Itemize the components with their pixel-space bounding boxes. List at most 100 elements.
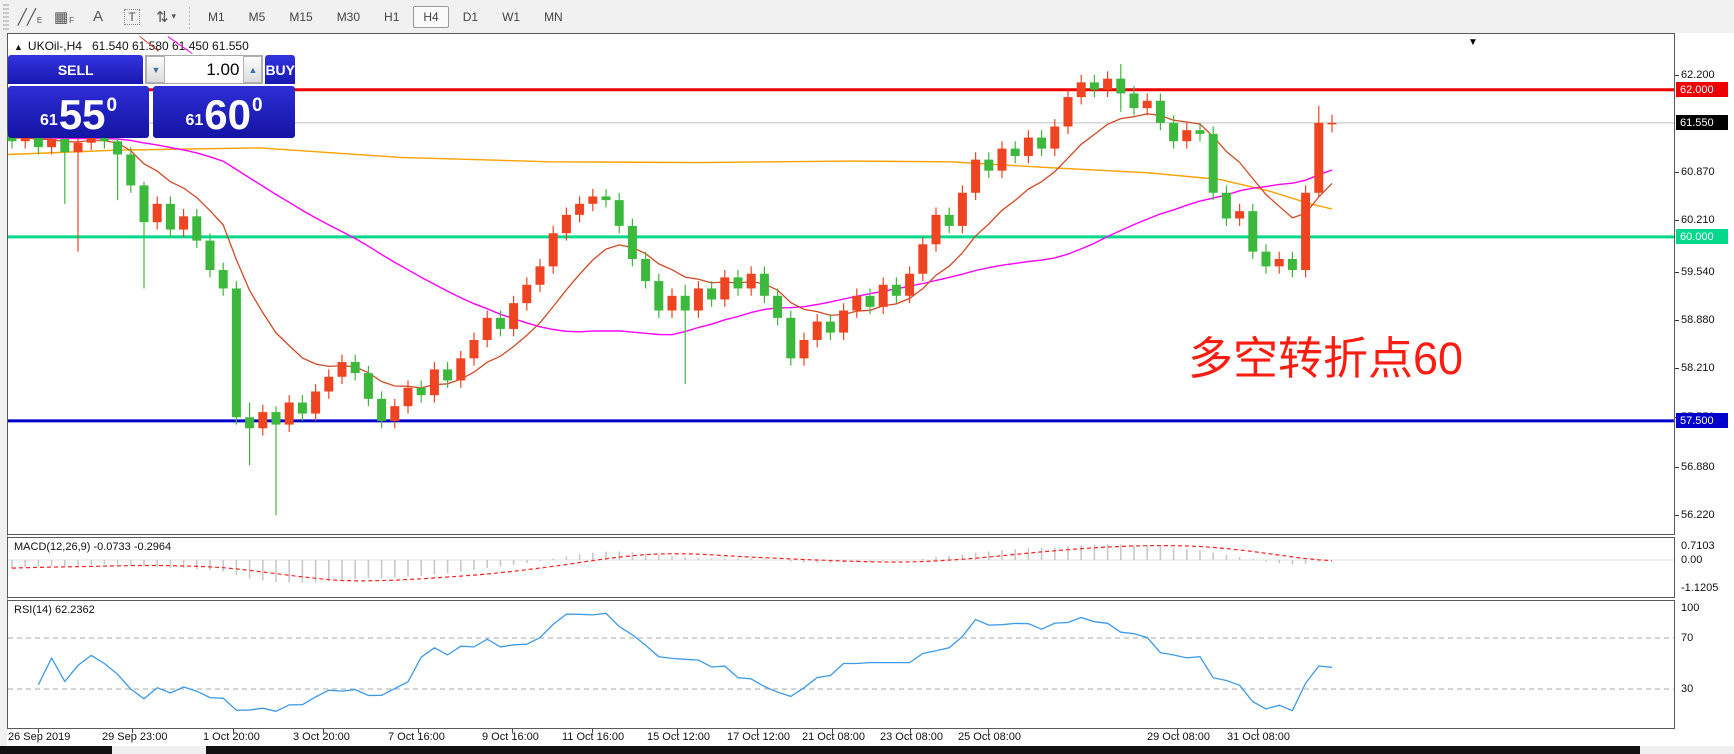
price-axis-label: 56.880: [1681, 461, 1715, 473]
time-axis-label: 31 Oct 08:00: [1227, 731, 1290, 743]
time-axis-tick: [323, 729, 324, 733]
sell-price-button[interactable]: 61 55 0: [8, 86, 149, 138]
price-tick-dash: [1675, 220, 1679, 221]
rsi-axis-label: 100: [1681, 602, 1700, 614]
time-axis-label: 15 Oct 12:00: [647, 731, 710, 743]
price-axis-label: 58.210: [1681, 362, 1715, 374]
time-axis-tick: [512, 729, 513, 733]
font-icon[interactable]: A: [92, 8, 103, 25]
rsi-axis-label: 30: [1681, 683, 1694, 695]
draw-objects-icon[interactable]: ╱╱ E: [17, 8, 43, 26]
time-axis-tick: [677, 729, 678, 733]
macd-axis-label: -1.1205: [1681, 582, 1719, 594]
time-axis-label: 3 Oct 20:00: [293, 731, 350, 743]
toolbar-icons: ╱╱ E ▦ F A T ⇅ ▾: [13, 5, 183, 29]
timeframe-m1[interactable]: M1: [208, 9, 225, 24]
time-axis-tick: [233, 729, 234, 733]
price-tick-dash: [1675, 272, 1679, 273]
price-axis-label: 59.540: [1681, 266, 1715, 278]
taskbar-strip: [206, 746, 1640, 754]
taskbar-strip: [0, 746, 112, 754]
time-axis-label: 1 Oct 20:00: [203, 731, 260, 743]
toolbar: ╱╱ E ▦ F A T ⇅ ▾ M1 M5 M15 M30 H1 H4 D1 W1 MN: [0, 0, 1734, 34]
timeframe-d1[interactable]: D1: [462, 9, 479, 24]
collapse-panel-icon[interactable]: ▲: [14, 42, 23, 52]
buy-price-prefix: 61: [185, 112, 204, 129]
time-axis-tick: [988, 729, 989, 733]
rsi-axis-label: 70: [1681, 632, 1694, 644]
price-tick-dash: [1675, 467, 1679, 468]
price-badge-57.500: 57.500: [1676, 413, 1728, 429]
text-box-icon[interactable]: T: [117, 5, 147, 29]
time-axis-tick: [418, 729, 419, 733]
rsi-label: RSI(14) 62.2362: [14, 604, 95, 616]
price-tick-dash: [1675, 515, 1679, 516]
symbol-period-label: UKOil-,H4: [27, 39, 82, 53]
timeframe-buttons: M1 M5 M15 M30 H1 H4 D1 W1 MN: [196, 5, 575, 28]
rsi-panel[interactable]: [7, 600, 1675, 729]
time-axis-label: 11 Oct 16:00: [562, 731, 625, 743]
price-badge-62.000: 62.000: [1676, 82, 1728, 98]
volume-increase-button[interactable]: ▲: [243, 56, 263, 83]
price-badge-60.000: 60.000: [1676, 229, 1728, 245]
time-axis-tick: [910, 729, 911, 733]
macd-label: MACD(12,26,9) -0.0733 -0.2964: [14, 541, 172, 553]
time-axis-tick: [1177, 729, 1178, 733]
price-axis-label: 60.210: [1681, 214, 1715, 226]
toolbar-separator: [189, 4, 190, 29]
time-axis-tick: [1257, 729, 1258, 733]
time-axis-label: 25 Oct 08:00: [958, 731, 1021, 743]
price-tick-dash: [1675, 172, 1679, 173]
sell-price-big: 55: [58, 91, 106, 139]
chart-title: ▲ UKOil-,H4 61.540 61.580 61.450 61.550: [14, 39, 249, 53]
price-axis-label: 62.200: [1681, 69, 1715, 81]
timeframe-m30[interactable]: M30: [336, 9, 361, 24]
volume-decrease-button[interactable]: ▼: [146, 56, 166, 83]
time-axis-label: 9 Oct 16:00: [482, 731, 539, 743]
price-tick-dash: [1675, 368, 1679, 369]
one-click-trading-panel: SELL ▼ ▲ BUY 61 55 0 61 60 0: [8, 55, 295, 138]
time-axis-tick: [592, 729, 593, 733]
sell-button[interactable]: SELL: [8, 55, 144, 84]
price-badge-61.550: 61.550: [1676, 115, 1728, 131]
price-axis[interactable]: [1675, 33, 1734, 746]
time-axis-label: 7 Oct 16:00: [388, 731, 445, 743]
price-axis-label: 60.870: [1681, 166, 1715, 178]
buy-price-big: 60: [204, 91, 251, 139]
volume-control: ▼ ▲: [145, 55, 264, 84]
time-axis-label: 21 Oct 08:00: [802, 731, 865, 743]
sell-price-prefix: 61: [39, 112, 58, 129]
volume-input[interactable]: [165, 56, 244, 83]
chart-annotation-text[interactable]: 多空转折点60: [1188, 333, 1464, 384]
timeframe-mn[interactable]: MN: [544, 9, 563, 24]
macd-panel[interactable]: [7, 537, 1675, 598]
ohlc-values: 61.540 61.580 61.450 61.550: [91, 39, 249, 53]
time-axis-label: 29 Sep 23:00: [102, 731, 168, 743]
timeframe-h1[interactable]: H1: [384, 9, 400, 24]
timeframe-m15[interactable]: M15: [289, 9, 313, 24]
price-axis-label: 56.220: [1681, 509, 1715, 521]
timeframe-m5[interactable]: M5: [248, 9, 266, 24]
timeframe-w1[interactable]: W1: [502, 9, 521, 24]
time-axis-label: 23 Oct 08:00: [880, 731, 943, 743]
price-tick-dash: [1675, 75, 1679, 76]
indicators-grid-icon[interactable]: ▦ F: [53, 8, 75, 26]
sell-price-superscript: 0: [106, 95, 118, 116]
scroll-to-end-marker-icon: ▼: [1468, 37, 1478, 48]
time-axis[interactable]: [7, 729, 1675, 746]
macd-axis-label: 0.00: [1681, 554, 1703, 566]
time-axis-label: 26 Sep 2019: [8, 731, 71, 743]
time-axis-tick: [38, 729, 39, 733]
toolbar-drag-handle[interactable]: [3, 3, 9, 30]
macd-axis-label: 0.7103: [1681, 540, 1715, 552]
time-axis-tick: [132, 729, 133, 733]
time-axis-tick: [832, 729, 833, 733]
buy-button[interactable]: BUY: [265, 55, 295, 84]
sort-arrows-icon[interactable]: ⇅ ▾: [155, 8, 177, 26]
timeframe-h4[interactable]: H4: [413, 5, 449, 28]
buy-price-superscript: 0: [251, 95, 263, 116]
time-axis-label: 29 Oct 08:00: [1147, 731, 1210, 743]
buy-price-button[interactable]: 61 60 0: [153, 86, 295, 138]
bottom-window-strip: [0, 746, 1734, 754]
